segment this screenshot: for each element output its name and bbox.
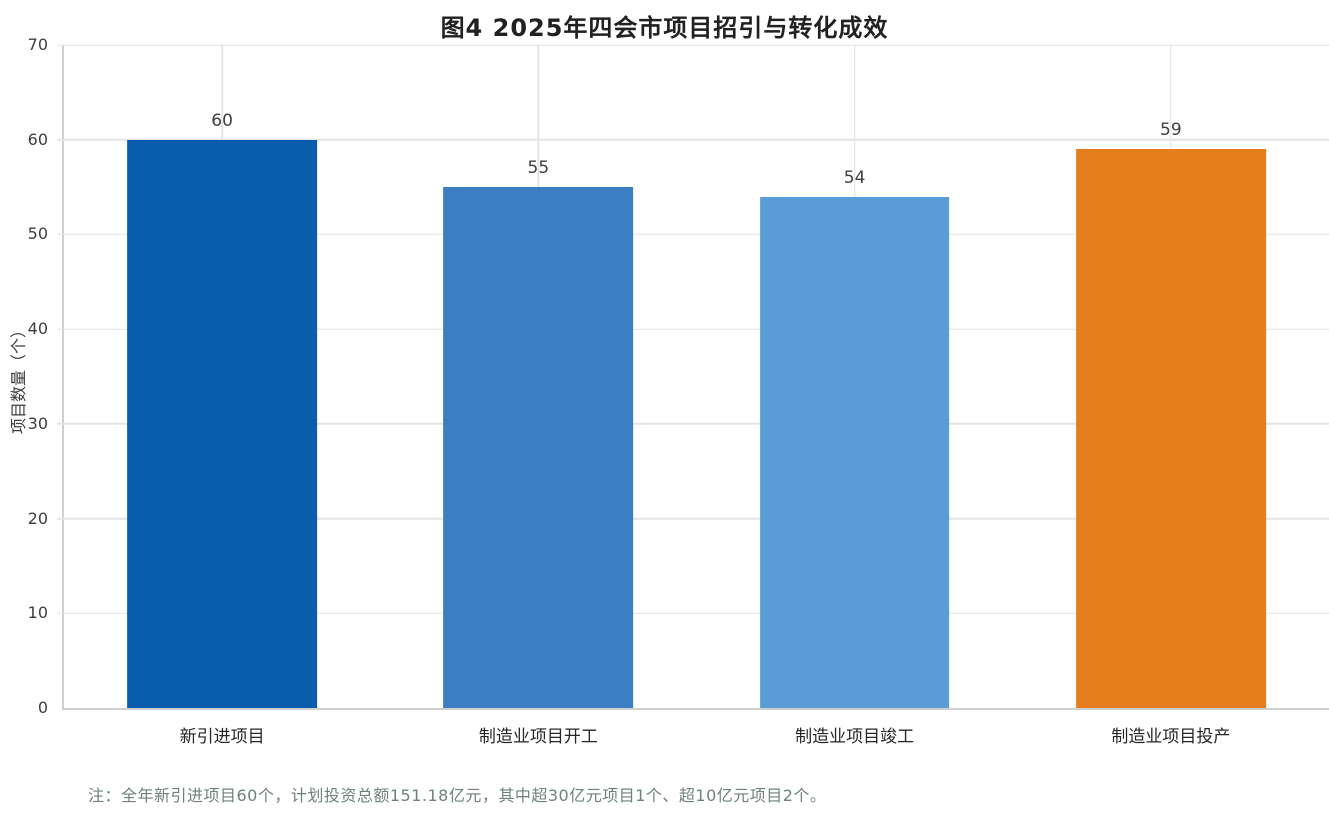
y-tick-label: 70 [27,35,48,54]
bar [1076,149,1266,708]
y-tick-label: 10 [27,603,48,623]
bar-value-label: 55 [527,158,550,179]
y-tick-label: 50 [27,224,48,244]
bar-value-label: 60 [211,110,233,131]
h-gridline [57,423,1329,425]
y-tick-label: 40 [27,319,48,339]
y-tick-label: 0 [37,698,48,717]
x-tick-label: 制造业项目开工 [478,727,598,747]
bar [759,196,950,708]
bar [127,139,317,708]
bar-value-label: 54 [843,167,866,188]
h-gridline [57,44,1329,46]
x-tick-label: 制造业项目投产 [1111,727,1231,747]
h-gridline [57,233,1329,236]
plot-area: 0 10 20 30 40 50 60 70 60 新引进项目 55 制造业项目开工 54 制造业项目竣工… [28,37,1329,747]
h-gridline [57,328,1329,330]
x-tick-label: 新引进项目 [179,727,265,747]
footnote: 注：全年新引进项目60个，计划投资总额151.18亿元，其中超30亿元项目1个、… [88,786,827,805]
y-tick-label: 60 [27,129,48,149]
bar-value-label: 59 [1160,120,1182,141]
x-tick-label: 制造业项目竣工 [795,727,915,747]
bar [443,187,634,708]
h-gridline [57,138,1329,141]
chart-title: 图4 2025年四会市项目招引与转化成效 [440,14,889,42]
y-tick-label: 30 [27,413,48,433]
y-tick-label: 20 [27,508,48,528]
h-gridline [57,612,1329,615]
h-gridline [57,517,1329,520]
